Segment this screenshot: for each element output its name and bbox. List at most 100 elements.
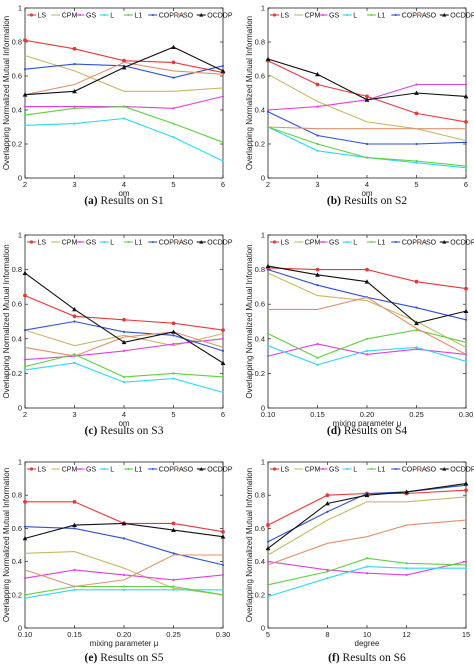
data-point (316, 356, 319, 359)
data-point (415, 329, 418, 332)
data-point (172, 585, 175, 588)
plot-area (267, 7, 467, 179)
data-point (265, 56, 271, 61)
caption-text: Results on S3 (100, 425, 164, 437)
y-axis-label: Overlapping Normalized Mutual Informatio… (2, 244, 11, 398)
panel-caption: (a) Results on S1 (84, 195, 164, 207)
series-cpm (267, 272, 467, 348)
series-gs (266, 342, 468, 358)
data-point (172, 136, 175, 139)
series-line-cpm (267, 272, 467, 348)
series-l (23, 117, 225, 163)
y-tick-label: 0.4 (255, 557, 265, 566)
x-axis-label: degree (355, 639, 380, 648)
y-tick-label: 0.4 (255, 106, 265, 115)
data-point (172, 342, 175, 346)
data-point (23, 577, 27, 580)
plot-area (24, 461, 224, 629)
legend-label: GS (329, 13, 339, 20)
data-point (464, 318, 468, 321)
legend-label: SO (426, 13, 437, 20)
legend-label: GS (329, 240, 339, 247)
legend-label: GS (329, 467, 339, 474)
x-tick-label: 8 (325, 630, 329, 639)
legend-label: OCDDP (450, 240, 474, 247)
data-point (122, 588, 126, 591)
x-tick-label: 5 (266, 630, 270, 639)
data-point (122, 349, 126, 353)
data-point (23, 38, 27, 43)
x-tick-label: 0.25 (409, 410, 424, 419)
legend-marker (370, 241, 373, 243)
y-tick-label: 1 (18, 458, 22, 467)
legend-marker (29, 240, 34, 244)
data-point (405, 567, 408, 570)
series-l1 (266, 125, 468, 168)
x-tick-label: 0.15 (310, 410, 325, 419)
legend-label: COPRA (159, 13, 184, 20)
y-tick-label: 0.4 (12, 334, 22, 343)
y-tick-label: 0.2 (255, 369, 265, 378)
chart-panel-6: 00.20.40.60.815 8 10 12 15degreeOverlapping … (245, 458, 474, 665)
data-point (365, 94, 369, 99)
series-ls (23, 38, 225, 75)
legend-label: CPM (305, 13, 321, 20)
legend-marker (272, 467, 277, 471)
data-point (172, 552, 175, 555)
x-axis-label: om (118, 189, 129, 198)
data-point (172, 578, 175, 581)
data-point (266, 110, 270, 113)
series-gs (23, 568, 225, 581)
data-point (22, 92, 28, 97)
y-tick-label: 0.8 (255, 38, 265, 47)
y-tick-label: 0.4 (12, 106, 22, 115)
legend-marker (199, 467, 204, 471)
legend-label: OCDDP (450, 467, 474, 474)
series-copra (23, 525, 225, 567)
series-cpm (267, 73, 467, 142)
x-tick-label: 0.30 (216, 630, 231, 639)
series-copra (266, 110, 468, 146)
y-tick-label: 0.2 (255, 140, 265, 149)
data-point (266, 523, 270, 527)
data-point (365, 349, 369, 353)
legend-label: SO (426, 240, 437, 247)
data-point (464, 360, 468, 363)
legend-label: L (110, 467, 114, 474)
x-axis-label: om (361, 189, 372, 198)
data-point (221, 593, 225, 596)
legend-marker (442, 467, 447, 471)
data-point (23, 525, 27, 528)
y-tick-label: 1 (261, 4, 265, 13)
x-tick-label: 4 (122, 180, 126, 189)
data-point (415, 346, 418, 349)
data-point (364, 492, 370, 498)
legend-label: L (353, 467, 357, 474)
series-ocddp (22, 521, 226, 541)
y-tick-label: 0.8 (255, 265, 265, 274)
data-point (365, 572, 369, 575)
data-point (365, 337, 369, 340)
panel-caption: (b) Results on S2 (327, 195, 407, 207)
data-point (463, 481, 469, 486)
caption-text: Results on S5 (100, 652, 164, 664)
y-tick-label: 0.6 (255, 72, 265, 81)
y-tick-label: 1 (261, 458, 265, 467)
data-point (326, 577, 329, 580)
data-point (405, 562, 408, 565)
data-point (23, 114, 27, 117)
data-point (316, 284, 319, 287)
x-axis-label: mixing parameter μ (90, 639, 159, 648)
y-tick-label: 0 (261, 624, 265, 633)
legend-marker (322, 468, 324, 470)
legend-label: OCDDP (207, 13, 233, 20)
legend-marker (272, 13, 277, 17)
data-point (72, 306, 77, 312)
data-point (73, 122, 76, 125)
caption-text: Results on S2 (344, 195, 408, 207)
data-point (172, 107, 175, 110)
y-axis-label: Overlapping Normalized Mutual Informatio… (245, 468, 254, 622)
legend-marker (151, 468, 154, 470)
data-point (73, 105, 76, 108)
data-point (464, 286, 468, 291)
